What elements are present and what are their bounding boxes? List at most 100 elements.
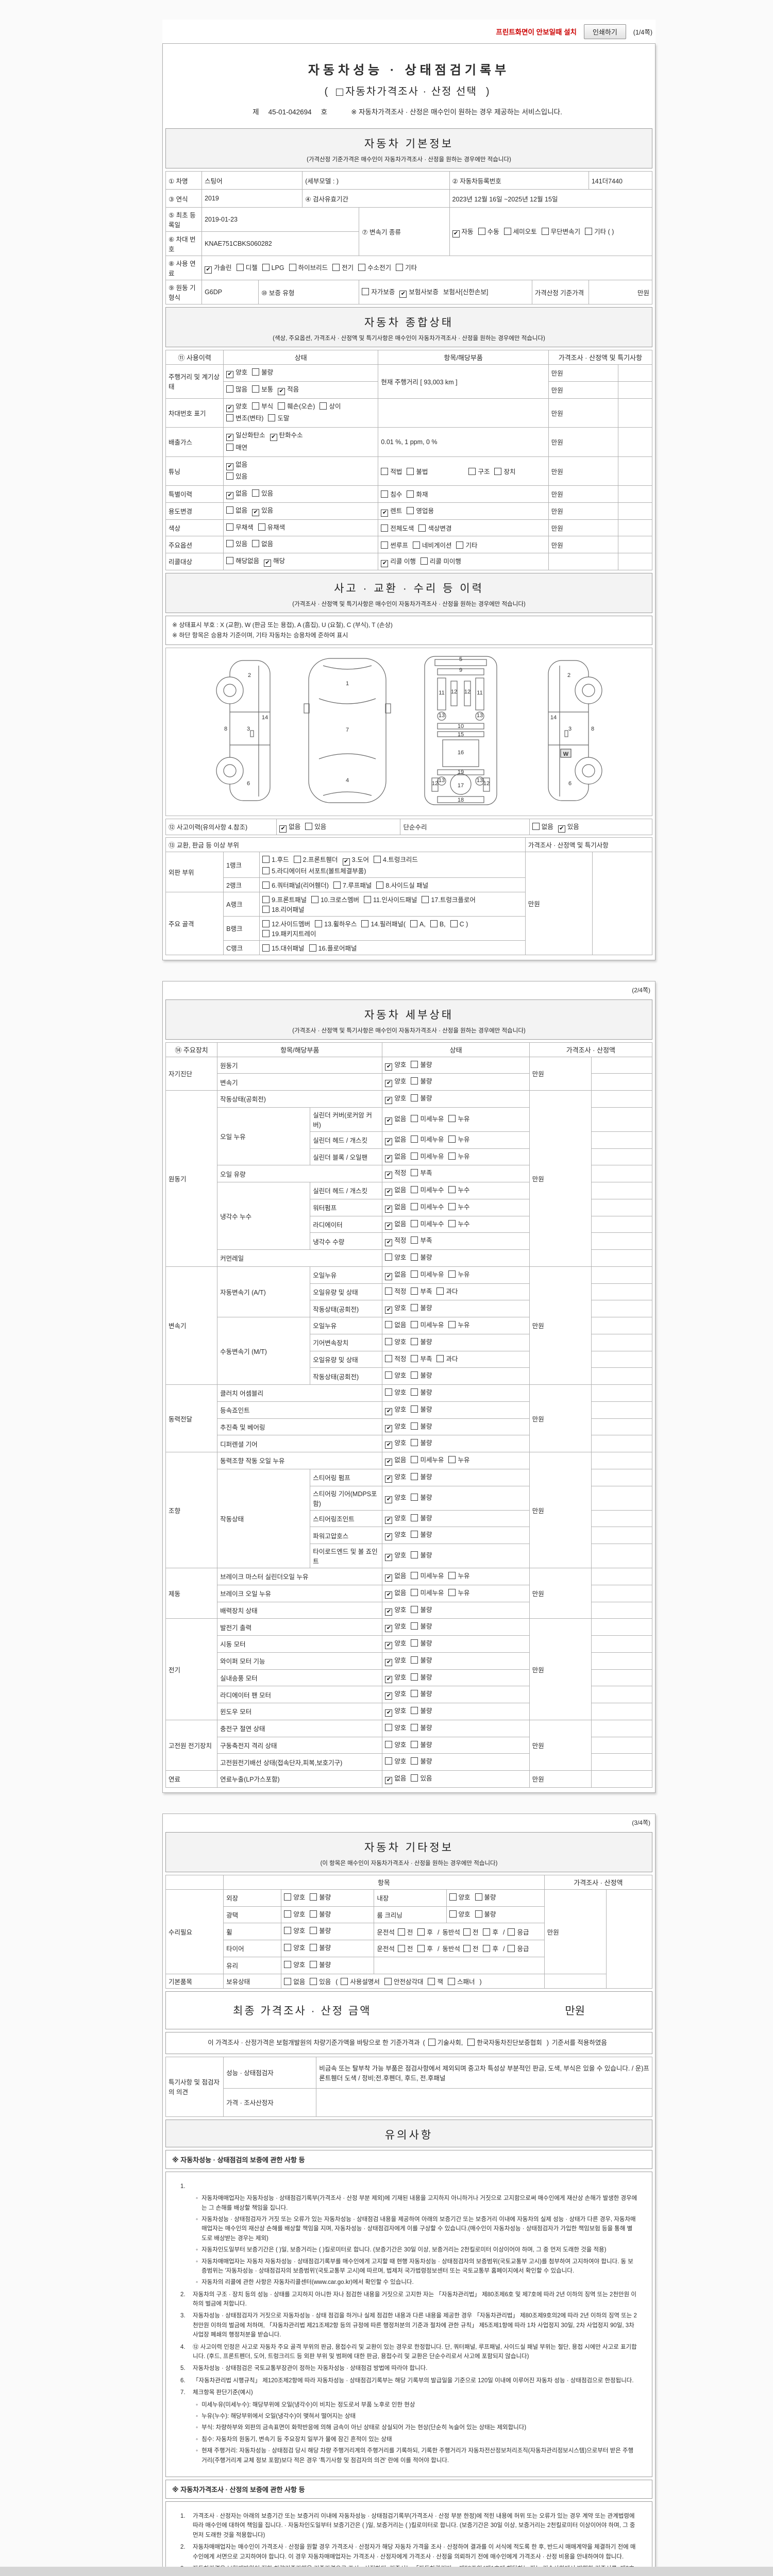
option-label: 전기 xyxy=(342,264,354,272)
table-row: 스티어링조인트 ✔ 양호 불량 xyxy=(166,1510,653,1528)
subitem-label: 오일유량 및 상태 xyxy=(310,1283,383,1301)
option-label: 자동차가격조사 · 산정 선택 xyxy=(345,86,477,97)
checkbox-option: 전 xyxy=(397,1927,413,1937)
note-cell xyxy=(617,485,653,503)
option-label: 13.휠하우스 xyxy=(324,920,357,928)
checkbox-option: ✔ 없음 xyxy=(226,488,247,500)
label-appraiser: 가격 · 조사산정자 xyxy=(223,2088,317,2117)
device-group-label: 자기진단 xyxy=(165,1056,218,1091)
checkbox-option: 훼손(오손) xyxy=(278,401,315,413)
checkbox-unchecked xyxy=(448,1186,456,1194)
checkbox-option: ✔ 양호 xyxy=(385,1672,406,1684)
checkbox-unchecked xyxy=(320,402,327,410)
status-options: 있음 없음 xyxy=(223,536,379,553)
car-right-side-view xyxy=(547,659,602,801)
notice-bullet: 누유(누수): 해당부위에서 오일(냉각수)이 맺혀서 떨어지는 상태 xyxy=(196,2412,637,2421)
option-line: 양호 불량 xyxy=(385,1756,526,1768)
checkbox-unchecked xyxy=(448,1321,456,1329)
note-cell xyxy=(591,1073,653,1091)
checkbox-option: ✔ 양호 xyxy=(385,1471,406,1484)
checkbox-option: 기타 ( ) xyxy=(585,226,614,236)
checkbox-option: ✔ 렌트 xyxy=(381,505,402,517)
table-header-row: 항목 가격조사 · 산정액 xyxy=(165,1874,653,1890)
option-line: 없음 ✔ 있음 xyxy=(226,505,375,517)
subitem-label: 실린더 헤드 / 개스킷 xyxy=(310,1131,383,1149)
label-usage-history: 용도변경 xyxy=(165,502,224,520)
option-line: ✔ 없음 xyxy=(226,459,375,471)
status-options: 적정 부족 과다 xyxy=(382,1283,530,1301)
checkbox-option: 양호 xyxy=(449,1909,470,1921)
checkbox-option: 하이브리드 xyxy=(289,262,328,272)
checkbox-unchecked xyxy=(332,264,340,271)
checkbox-unchecked xyxy=(411,1388,418,1396)
subitem-label: 오일누유 xyxy=(310,1266,383,1284)
option-label: 양호 xyxy=(394,1531,407,1539)
notice-bullet: 미세누유(미세누수): 해당부위에 오일(냉각수)이 비치는 정도로서 부품 노… xyxy=(196,2400,637,2410)
option-label: 후 xyxy=(427,1928,433,1936)
checkbox-checked: ✔ xyxy=(252,509,260,516)
option-label: 누유 xyxy=(458,1270,470,1278)
notice-item-text: 「자동차관리법 시행규칙」 제120조제2항에 따라 자동차성능 · 상태점검기… xyxy=(193,2377,634,2384)
checkbox-option: 6.쿼터패널(리어휀더) xyxy=(262,880,329,890)
option-label: 불량 xyxy=(420,1338,432,1346)
option-line: 많음 보통 ✔ 적음 xyxy=(226,384,375,396)
note-cell xyxy=(617,519,653,537)
option-label: 미세누유 xyxy=(420,1321,444,1329)
note-cell xyxy=(592,851,653,955)
price-cell: 만원 xyxy=(529,1090,592,1267)
option-label: 없음 xyxy=(289,823,301,831)
option-label: 적법 xyxy=(390,468,402,476)
notice-bullet: 침수: 자동차의 원동기, 변속기 등 주요장치 일부가 물에 잠긴 흔적이 있… xyxy=(196,2435,637,2444)
checkbox-option: 누유 xyxy=(448,1587,469,1600)
table-row: 오일 유량 ✔ 적정 부족 xyxy=(166,1165,653,1183)
option-label: 불량 xyxy=(420,1061,432,1069)
item-label: 브레이크 오일 누유 xyxy=(217,1584,383,1602)
price-cell: 만원 xyxy=(544,1889,607,1974)
checkbox-option: ✔ 없음 xyxy=(385,1587,406,1600)
option-label: 4.트렁크리드 xyxy=(382,856,418,863)
remarks-table: 특기사항 및 점검자의 의견 성능 · 상태점검자 비금속 또는 탈부착 가능 … xyxy=(165,2056,652,2117)
checkbox-checked: ✔ xyxy=(385,1554,393,1562)
label-usage-history: 배출가스 xyxy=(165,427,224,457)
checkbox-option: 11.인사이드패널 xyxy=(364,894,417,904)
rank-items: 1.후드 2.프론트휀더 ✔ 3.도어 4.트렁크리드 5.라디에이터 서포트(볼트체결부… xyxy=(259,851,526,878)
option-line: 양호 불량 xyxy=(284,1942,371,1955)
option-label: 불량 xyxy=(420,1640,432,1648)
option-label: 양호 xyxy=(394,1422,407,1430)
option-label: 없음 xyxy=(394,1220,407,1228)
table-row: 타이로드엔드 및 볼 죠인트 ✔ 양호 불량 xyxy=(166,1544,653,1569)
option-line: ✔ 양호 불량 xyxy=(385,1093,526,1105)
note-cell xyxy=(591,1719,653,1737)
checkbox-unchecked xyxy=(397,1945,405,1953)
note-cell xyxy=(591,1584,653,1602)
notice-item-number: 7. xyxy=(180,2389,186,2396)
checkbox-unchecked xyxy=(336,89,344,96)
checkbox-option: 5.라디에이터 서포트(볼트체결부품) xyxy=(262,866,366,875)
checkbox-option: ✔ 있음 xyxy=(252,505,273,517)
checkbox-unchecked xyxy=(268,414,276,422)
checkbox-checked: ✔ xyxy=(385,1172,393,1179)
subitem-label: 스티어링 기어(MDPS포함) xyxy=(310,1485,383,1511)
checkbox-unchecked xyxy=(385,1723,393,1731)
checkbox-option: 양호 xyxy=(385,1370,406,1382)
checkbox-option: ✔ 양호 xyxy=(226,401,247,413)
option-label: B, xyxy=(439,920,446,928)
option-line: ✔ 없음 미세누유 누유 xyxy=(385,1587,526,1600)
option-label: 전 xyxy=(407,1945,413,1953)
item-label: 보유상태 xyxy=(223,1973,282,1989)
checkbox-unchecked xyxy=(449,1893,457,1901)
checkbox-unchecked xyxy=(341,1977,348,1985)
notice-bullet: 자동차매매업자는 자동차성능 · 상태점검기록부(가격조사 · 산정 부분 제외… xyxy=(196,2194,637,2213)
option-label: 부식 xyxy=(261,402,274,410)
table-row: 실내송풍 모터 ✔ 양호 불량 xyxy=(166,1669,653,1687)
table-row: C랭크 15.대쉬패널 16.플로어패널 xyxy=(166,940,652,955)
option-label: 수소전기 xyxy=(367,264,392,272)
checkbox-option: 불량 xyxy=(475,1909,496,1921)
checkbox-option: 불량 xyxy=(411,1638,432,1650)
checkbox-checked: ✔ xyxy=(385,1408,393,1415)
option-label: 불량 xyxy=(420,1707,432,1715)
label-transmission: ⑦ 변속기 종류 xyxy=(359,207,450,256)
print-button[interactable]: 인쇄하기 xyxy=(583,24,626,39)
item-label: 실내송풍 모터 xyxy=(217,1669,383,1687)
install-print-link[interactable]: 프린트화면이 안보일때 설치 xyxy=(496,28,577,36)
